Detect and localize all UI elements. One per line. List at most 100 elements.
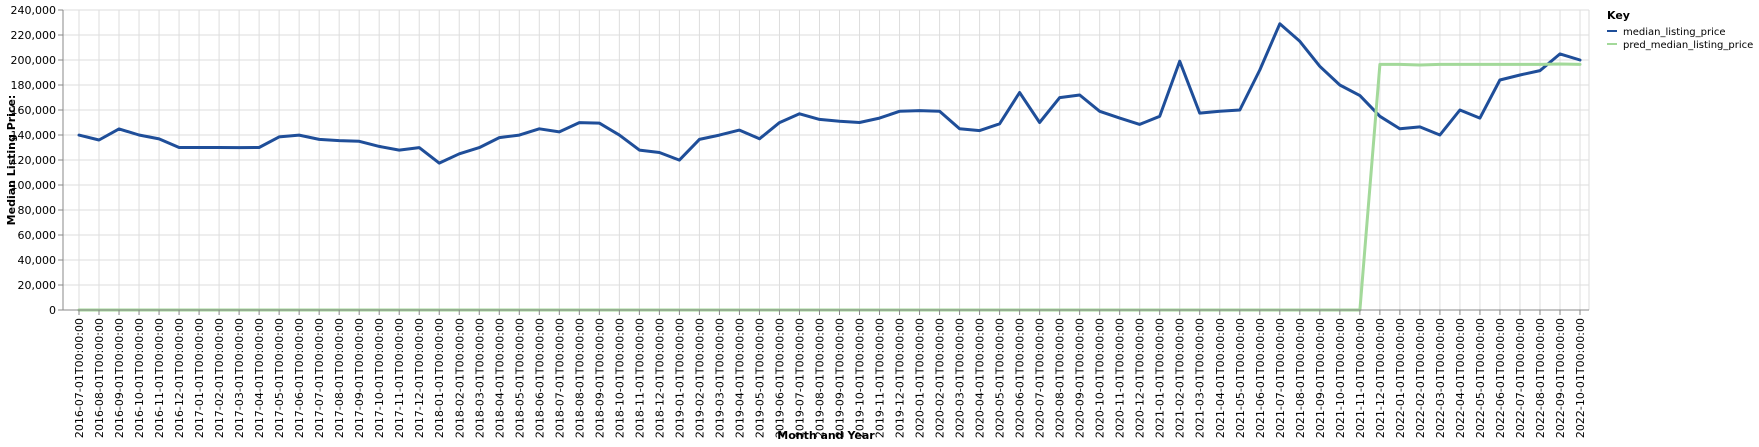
x-tick-label: 2019-05-01T00:00:00 [753,318,766,438]
x-tick-label: 2021-07-01T00:00:00 [1274,318,1287,438]
x-tick-label: 2017-04-01T00:00:00 [253,318,266,438]
x-tick-label: 2017-03-01T00:00:00 [233,318,246,438]
x-tick-label: 2018-05-01T00:00:00 [513,318,526,438]
x-tick-label: 2018-08-01T00:00:00 [573,318,586,438]
x-tick-label: 2021-08-01T00:00:00 [1294,318,1307,438]
x-tick-label: 2022-07-01T00:00:00 [1514,318,1527,438]
x-tick-label: 2016-08-01T00:00:00 [93,318,106,438]
series-line-median_listing_price [77,22,1582,165]
x-tick-label: 2017-07-01T00:00:00 [313,318,326,438]
x-tick-label: 2020-06-01T00:00:00 [1014,318,1027,438]
x-tick-label: 2016-07-01T00:00:00 [73,318,86,438]
x-tick-label: 2022-09-01T00:00:00 [1554,318,1567,438]
y-tick-label: 120,000 [11,154,57,167]
x-tick-label: 2019-04-01T00:00:00 [733,318,746,438]
x-tick-label: 2020-09-01T00:00:00 [1074,318,1087,438]
x-tick-label: 2018-07-01T00:00:00 [553,318,566,438]
x-tick-label: 2019-02-01T00:00:00 [693,318,706,438]
y-tick-label: 240,000 [11,4,57,17]
x-tick-label: 2019-10-01T00:00:00 [854,318,867,438]
x-tick-label: 2021-06-01T00:00:00 [1254,318,1267,438]
x-tick-label: 2021-09-01T00:00:00 [1314,318,1327,438]
x-tick-label: 2017-12-01T00:00:00 [413,318,426,438]
x-tick-label: 2017-10-01T00:00:00 [373,318,386,438]
x-tick-label: 2018-02-01T00:00:00 [453,318,466,438]
plot-area [63,9,1590,310]
x-tick-label: 2017-06-01T00:00:00 [293,318,306,438]
legend: Key median_listing_price pred_median_list… [1607,9,1753,51]
x-tick-label: 2016-11-01T00:00:00 [153,318,166,438]
x-tick-label: 2022-02-01T00:00:00 [1414,318,1427,438]
x-tick-label: 2019-12-01T00:00:00 [894,318,907,438]
legend-label-pred_median_listing_price: pred_median_listing_price [1623,40,1753,51]
series-line-pred_median_listing_price [77,62,1582,312]
y-tick-label: 40,000 [18,254,57,267]
series-lines [77,22,1582,312]
x-tick-label: 2019-09-01T00:00:00 [834,318,847,438]
x-tick-label: 2020-12-01T00:00:00 [1134,318,1147,438]
x-tick-label: 2018-09-01T00:00:00 [593,318,606,438]
x-tick-label: 2021-11-01T00:00:00 [1354,318,1367,438]
x-tick-label: 2018-06-01T00:00:00 [533,318,546,438]
y-tick-label: 80,000 [18,204,57,217]
x-tick-label: 2019-07-01T00:00:00 [793,318,806,438]
x-tick-label: 2018-12-01T00:00:00 [653,318,666,438]
legend-items: median_listing_price pred_median_listing_… [1607,27,1753,51]
y-tick-label: 220,000 [11,29,57,42]
x-tick-label: 2022-08-01T00:00:00 [1534,318,1547,438]
legend-title: Key [1607,9,1630,22]
x-tick-label: 2020-08-01T00:00:00 [1054,318,1067,438]
x-tick-label: 2017-08-01T00:00:00 [333,318,346,438]
x-tick-label: 2022-05-01T00:00:00 [1474,318,1487,438]
x-tick-label: 2016-12-01T00:00:00 [173,318,186,438]
x-tick-label: 2020-07-01T00:00:00 [1034,318,1047,438]
x-tick-label: 2020-11-01T00:00:00 [1114,318,1127,438]
x-tick-label: 2021-04-01T00:00:00 [1214,318,1227,438]
y-tick-label: 0 [49,304,56,317]
x-axis: 2016-07-01T00:00:00 2016-08-01T00:00:00 20… [63,309,1589,438]
y-tick-label: 20,000 [18,279,57,292]
y-tick-label: 200,000 [11,54,57,67]
x-tick-label: 2017-01-01T00:00:00 [193,318,206,438]
y-tick-label: 60,000 [18,229,57,242]
y-axis-title: Median Listing Price: [5,95,18,226]
x-tick-label: 2022-01-01T00:00:00 [1394,318,1407,438]
x-tick-label: 2022-04-01T00:00:00 [1454,318,1467,438]
x-tick-label: 2017-09-01T00:00:00 [353,318,366,438]
x-tick-label: 2018-01-01T00:00:00 [433,318,446,438]
x-tick-label: 2018-10-01T00:00:00 [613,318,626,438]
x-tick-label: 2021-03-01T00:00:00 [1194,318,1207,438]
x-tick-label: 2019-08-01T00:00:00 [813,318,826,438]
x-tick-label: 2019-01-01T00:00:00 [673,318,686,438]
x-tick-label: 2021-01-01T00:00:00 [1154,318,1167,438]
x-tick-label: 2022-10-01T00:00:00 [1574,318,1587,438]
x-tick-label: 2018-11-01T00:00:00 [633,318,646,438]
x-tick-label: 2021-05-01T00:00:00 [1234,318,1247,438]
x-tick-label: 2017-05-01T00:00:00 [273,318,286,438]
x-tick-label: 2020-04-01T00:00:00 [974,318,987,438]
y-tick-label: 180,000 [11,79,57,92]
x-tick-label: 2021-12-01T00:00:00 [1374,318,1387,438]
x-tick-label: 2019-11-01T00:00:00 [874,318,887,438]
x-tick-label: 2019-03-01T00:00:00 [713,318,726,438]
x-tick-label: 2022-03-01T00:00:00 [1434,318,1447,438]
legend-label-median_listing_price: median_listing_price [1623,27,1726,38]
gridlines [63,9,1589,311]
x-tick-label: 2017-11-01T00:00:00 [393,318,406,438]
y-tick-label: 100,000 [11,179,57,192]
x-tick-label: 2022-06-01T00:00:00 [1494,318,1507,438]
x-tick-label: 2018-03-01T00:00:00 [473,318,486,438]
x-tick-label: 2020-03-01T00:00:00 [954,318,967,438]
x-tick-label: 2017-02-01T00:00:00 [213,318,226,438]
x-axis-title: Month and Year [777,429,875,442]
x-tick-label: 2016-09-01T00:00:00 [113,318,126,438]
x-tick-label: 2021-02-01T00:00:00 [1174,318,1187,438]
y-tick-label: 160,000 [11,104,57,117]
x-tick-label: 2020-02-01T00:00:00 [934,318,947,438]
x-tick-label: 2020-10-01T00:00:00 [1094,318,1107,438]
y-axis: 0 20,000 40,000 60,000 80,000 100,000 120,000 1… [11,4,64,317]
x-tick-label: 2018-04-01T00:00:00 [493,318,506,438]
x-tick-label: 2021-10-01T00:00:00 [1334,318,1347,438]
x-tick-label: 2020-05-01T00:00:00 [994,318,1007,438]
